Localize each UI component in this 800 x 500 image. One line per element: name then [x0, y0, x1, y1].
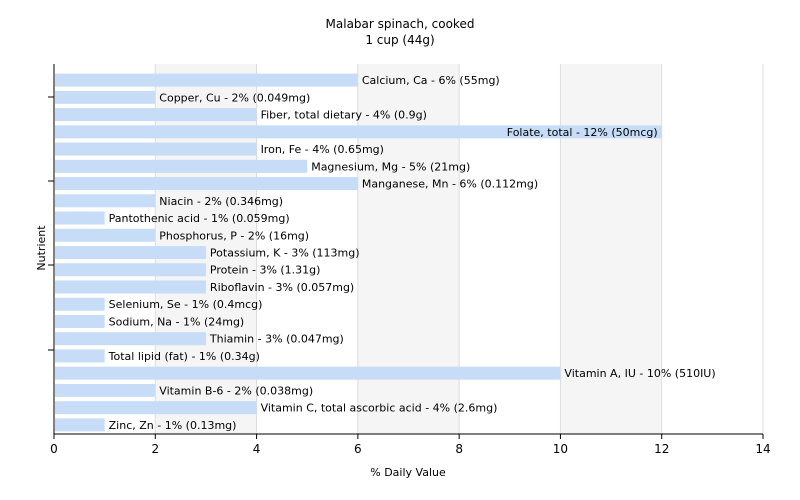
bar-label: Protein - 3% (1.31g) — [210, 264, 321, 277]
bar — [55, 90, 156, 104]
bar-label: Total lipid (fat) - 1% (0.34g) — [108, 350, 260, 363]
bar-label: Niacin - 2% (0.346mg) — [159, 195, 283, 208]
bar — [55, 159, 308, 173]
x-tick-label: 12 — [654, 442, 669, 456]
x-tick-label: 2 — [151, 442, 159, 456]
bar-label: Selenium, Se - 1% (0.4mcg) — [109, 298, 263, 311]
bar — [55, 211, 105, 225]
bar-label: Calcium, Ca - 6% (55mg) — [362, 74, 500, 87]
bar — [55, 108, 257, 122]
plot-band — [661, 64, 763, 434]
x-tick-label: 6 — [354, 442, 362, 456]
bar-label: Copper, Cu - 2% (0.049mg) — [159, 91, 310, 104]
bar-label: Zinc, Zn - 1% (0.13mg) — [109, 419, 237, 432]
bar — [55, 228, 156, 242]
bar — [55, 314, 105, 328]
bar — [55, 125, 662, 139]
y-axis-label: Nutrient — [35, 225, 48, 271]
bar — [55, 142, 257, 156]
bar — [55, 263, 206, 277]
bar — [55, 280, 206, 294]
bar — [55, 297, 105, 311]
bar-label: Potassium, K - 3% (113mg) — [210, 247, 360, 260]
bar-label: Magnesium, Mg - 5% (21mg) — [311, 160, 470, 173]
x-axis-label: % Daily Value — [370, 466, 446, 479]
bar-label: Iron, Fe - 4% (0.65mg) — [261, 143, 384, 156]
bar — [55, 177, 358, 191]
bar-label: Phosphorus, P - 2% (16mg) — [159, 229, 309, 242]
bar-label: Folate, total - 12% (50mcg) — [507, 126, 658, 139]
bar-label: Riboflavin - 3% (0.057mg) — [210, 281, 354, 294]
x-tick-label: 10 — [553, 442, 568, 456]
bar — [55, 332, 206, 346]
bar-label: Vitamin C, total ascorbic acid - 4% (2.6… — [261, 402, 498, 415]
bar — [55, 383, 156, 397]
bar — [55, 194, 156, 208]
x-tick-label: 4 — [253, 442, 261, 456]
x-tick-label: 8 — [455, 442, 463, 456]
bar-label: Fiber, total dietary - 4% (0.9g) — [261, 109, 427, 122]
x-tick-label: 14 — [755, 442, 770, 456]
bar — [55, 401, 257, 415]
bar — [55, 349, 105, 363]
bar-label: Sodium, Na - 1% (24mg) — [109, 315, 245, 328]
bar-label: Thiamin - 3% (0.047mg) — [209, 333, 344, 346]
bar — [55, 418, 105, 432]
chart-subtitle: 1 cup (44g) — [365, 33, 434, 47]
bar-label: Manganese, Mn - 6% (0.112mg) — [362, 178, 538, 191]
bar-label: Pantothenic acid - 1% (0.059mg) — [109, 212, 290, 225]
chart-title: Malabar spinach, cooked — [326, 17, 475, 31]
bar — [55, 366, 561, 380]
x-tick-label: 0 — [50, 442, 58, 456]
bar-label: Vitamin B-6 - 2% (0.038mg) — [159, 384, 313, 397]
bar-label: Vitamin A, IU - 10% (510IU) — [564, 367, 715, 380]
bar — [55, 73, 358, 87]
bar — [55, 246, 206, 259]
